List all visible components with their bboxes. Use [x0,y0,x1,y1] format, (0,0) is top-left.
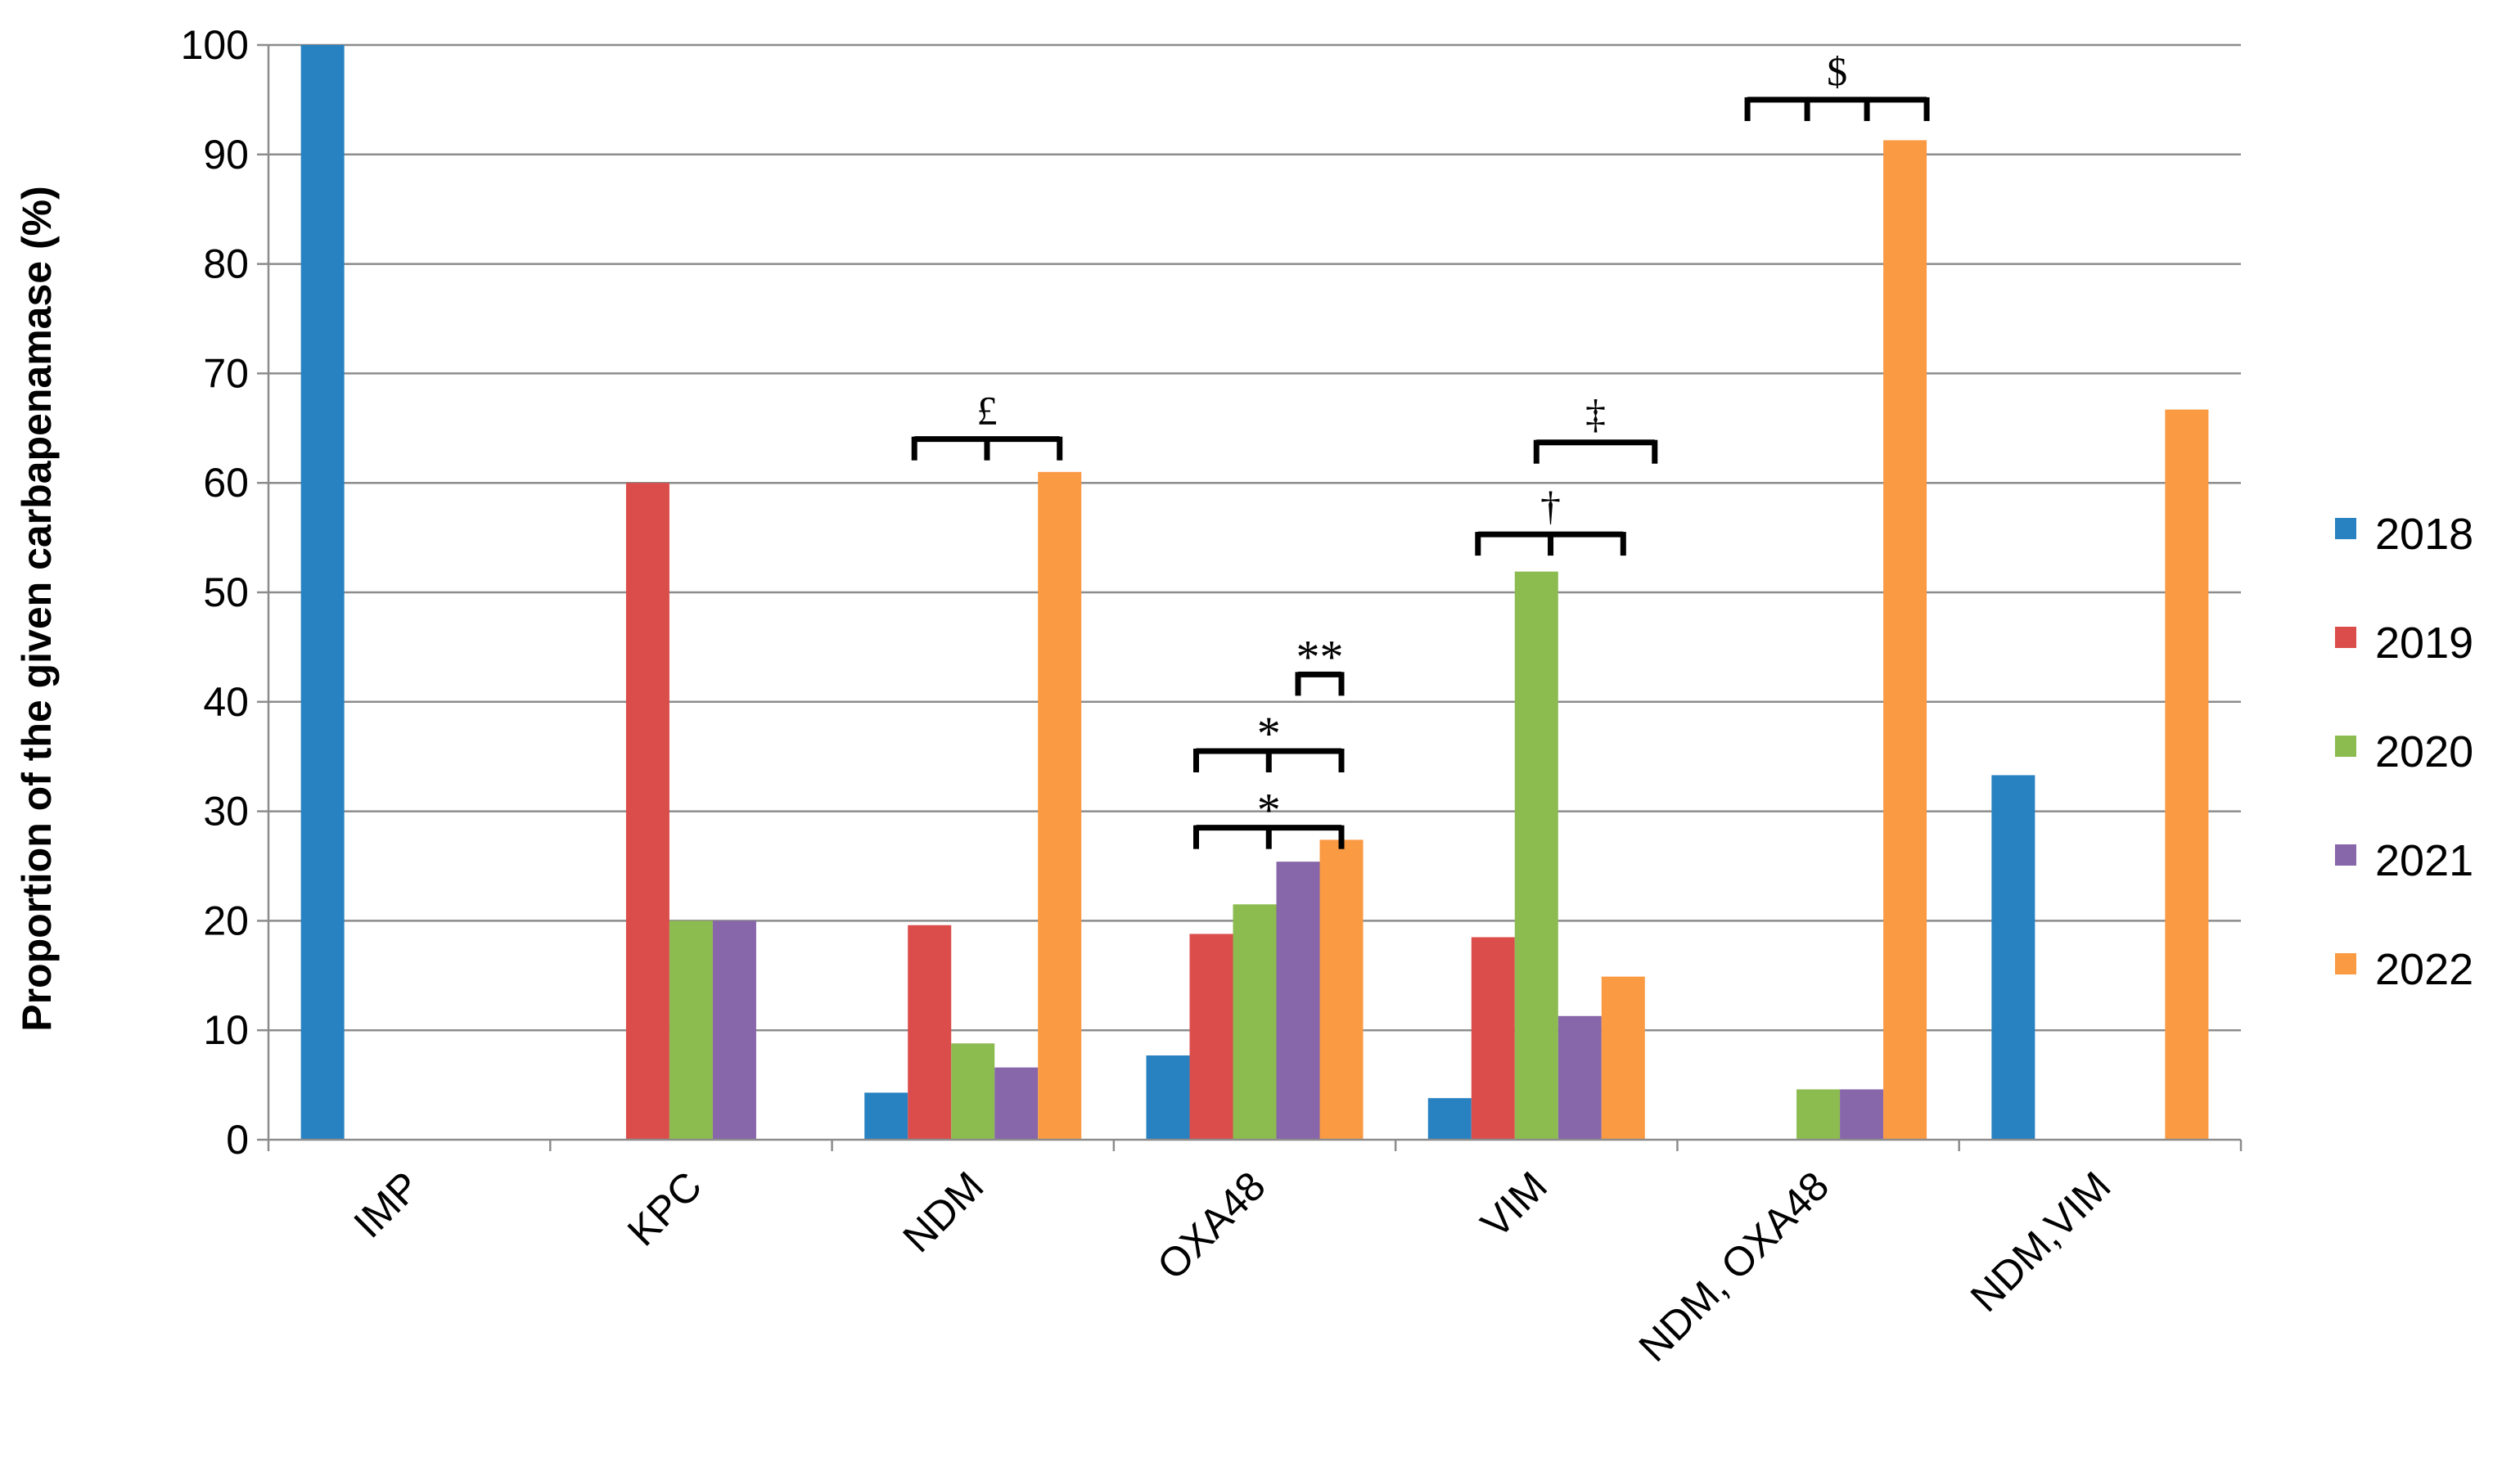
bar-vim-2022 [1601,976,1645,1140]
bar-ndm-oxa48-2020 [1796,1089,1841,1140]
bar-kpc-2020 [669,920,713,1140]
bracket-symbol: ** [1296,630,1344,683]
y-tick-label-10: 10 [203,1007,249,1053]
x-tick-label-vim: VIM [1472,1163,1556,1246]
y-tick-label-20: 20 [203,898,249,943]
bar-vim-2020 [1514,571,1558,1140]
x-tick-label-ndm-vim: NDM,VIM [1962,1163,2120,1321]
y-tick-labels: 0 10 20 30 40 50 60 70 80 90 100 [181,22,249,1163]
legend-item-2020: 2020 [2335,727,2473,776]
legend-item-2019: 2019 [2335,619,2473,668]
x-tick-label-kpc: KPC [619,1163,710,1254]
axes [257,43,2243,1151]
x-tick-label-ndm-oxa48: NDM, OXA48 [1630,1163,1838,1370]
significance-bracket-2: * [1193,784,1345,849]
bar-vim-2018 [1427,1098,1472,1140]
legend-swatch-2019 [2335,627,2356,648]
bracket-symbol: * [1257,784,1281,837]
bar-vim-2019 [1471,937,1515,1140]
bracket-symbol: ‡ [1585,391,1606,437]
bar-oxa48-2020 [1233,904,1277,1140]
significance-annotations: £****†‡$ [911,48,1930,849]
bracket-symbol: * [1257,707,1281,760]
x-tick-label-ndm: NDM [894,1163,992,1261]
bracket-symbol: † [1540,483,1561,529]
bar-ndm-oxa48-2021 [1840,1089,1884,1140]
bar-ndm-2019 [908,925,952,1140]
bracket-symbol: $ [1827,48,1847,94]
bar-ndm-2021 [994,1067,1039,1140]
y-tick-label-90: 90 [203,132,249,178]
bar-ndm-oxa48-2022 [1883,140,1927,1140]
legend-swatch-2020 [2335,736,2356,757]
legend-label-2018: 2018 [2375,510,2473,559]
bracket-symbol: £ [976,388,997,434]
significance-bracket-6: ‡ [1533,391,1658,464]
legend: 2018 2019 2020 2021 2022 [2335,510,2473,994]
significance-bracket-4: ** [1295,630,1345,696]
legend-label-2019: 2019 [2375,619,2473,668]
legend-item-2021: 2021 [2335,836,2473,885]
y-tick-label-40: 40 [203,679,249,725]
legend-label-2022: 2022 [2375,945,2473,994]
legend-swatch-2021 [2335,844,2356,866]
bar-vim-2021 [1558,1015,1602,1140]
significance-bracket-1: £ [911,388,1063,461]
gridlines [268,43,2241,1032]
y-tick-label-50: 50 [203,569,249,615]
bar-kpc-2019 [625,483,669,1140]
y-tick-label-80: 80 [203,241,249,287]
legend-label-2020: 2020 [2375,727,2473,776]
significance-bracket-5: † [1475,483,1626,556]
legend-label-2021: 2021 [2375,836,2473,885]
y-tick-label-30: 30 [203,789,249,835]
x-tick-label-imp: IMP [345,1163,428,1246]
y-tick-label-100: 100 [181,22,249,68]
bar-ndm-2020 [951,1043,995,1140]
bars [300,45,2209,1141]
bar-ndm-vim-2018 [1991,775,2035,1140]
legend-swatch-2022 [2335,953,2356,974]
significance-bracket-3: * [1193,707,1345,773]
legend-item-2018: 2018 [2335,510,2473,559]
bar-imp-2018 [300,45,345,1140]
legend-item-2022: 2022 [2335,945,2473,994]
bar-ndm-vim-2022 [2165,409,2209,1141]
x-tick-labels: IMP KPC NDM OXA48 VIM NDM, OXA48 NDM,VIM [345,1163,2119,1370]
bar-ndm-2018 [864,1092,908,1140]
y-tick-label-60: 60 [203,460,249,506]
bar-oxa48-2021 [1276,862,1320,1140]
y-tick-label-70: 70 [203,350,249,396]
bar-oxa48-2022 [1319,839,1364,1140]
bar-kpc-2021 [712,920,756,1140]
y-tick-label-0: 0 [226,1117,249,1163]
legend-swatch-2018 [2335,518,2356,539]
x-tick-label-oxa48: OXA48 [1148,1163,1274,1289]
bar-oxa48-2018 [1146,1055,1190,1140]
bar-ndm-2022 [1038,471,1082,1140]
y-axis-label: Proportion of the given carbapenamase (%… [14,186,60,1032]
bar-oxa48-2019 [1189,934,1233,1140]
significance-bracket-7: $ [1744,48,1930,121]
